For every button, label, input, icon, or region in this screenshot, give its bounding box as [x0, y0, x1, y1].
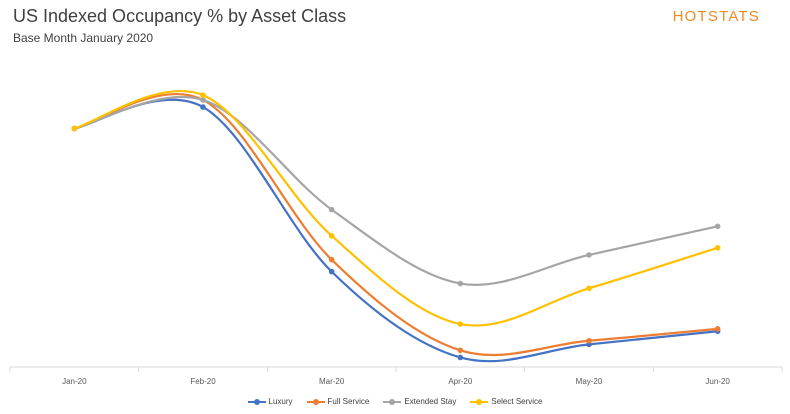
chart-legend: Luxury Full Service Extended Stay Select Se… [0, 397, 790, 406]
data-point-select-service [200, 92, 206, 98]
legend-swatch [247, 398, 266, 405]
legend-swatch [306, 398, 325, 405]
legend-swatch [470, 398, 489, 405]
x-tick-label: May-20 [576, 377, 603, 386]
series-line-full-service [74, 93, 718, 357]
data-point-extended-stay [586, 252, 592, 258]
data-point-full-service [586, 337, 592, 344]
data-point-luxury [457, 354, 464, 361]
x-tick-label: Mar-20 [319, 377, 345, 386]
legend-item-extended-stay: Extended Stay [383, 397, 456, 406]
data-point-select-service [586, 285, 592, 292]
data-point-select-service [328, 233, 335, 239]
legend-item-full-service: Full Service [306, 397, 370, 406]
x-tick-label: Jun-20 [705, 377, 730, 386]
chart-title: US Indexed Occupancy % by Asset Class [13, 6, 347, 26]
legend-marker [389, 398, 396, 405]
x-tick-label: Apr-20 [448, 377, 473, 386]
legend-marker [476, 398, 483, 405]
x-tick-label: Feb-20 [190, 377, 216, 386]
series-line-select-service [74, 89, 718, 327]
hotstats-logo: HOTSTATS [672, 8, 760, 25]
data-point-full-service [714, 326, 721, 332]
legend-label: Select Service [491, 397, 543, 406]
data-point-extended-stay [714, 223, 721, 230]
legend-swatch [383, 398, 402, 405]
series-line-extended-stay [74, 95, 718, 286]
data-point-full-service [328, 256, 335, 263]
data-point-select-service [714, 244, 721, 251]
data-point-full-service [457, 347, 464, 354]
legend-marker [312, 398, 319, 405]
data-point-select-service [71, 125, 78, 132]
x-tick-label: Jan-20 [62, 377, 87, 386]
data-point-extended-stay [200, 97, 206, 103]
legend-label: Luxury [268, 397, 293, 406]
data-point-luxury [328, 268, 335, 275]
data-point-extended-stay [457, 280, 464, 287]
data-point-select-service [457, 321, 464, 327]
series-line-luxury [74, 98, 718, 363]
chart-subtitle: Base Month January 2020 [13, 31, 154, 45]
legend-label: Extended Stay [404, 397, 457, 406]
data-point-luxury [200, 104, 206, 110]
legend-item-luxury: Luxury [247, 397, 293, 406]
legend-marker [253, 398, 260, 405]
legend-item-select-service: Select Service [470, 397, 543, 406]
data-point-extended-stay [328, 206, 335, 213]
legend-label: Full Service [327, 397, 370, 406]
